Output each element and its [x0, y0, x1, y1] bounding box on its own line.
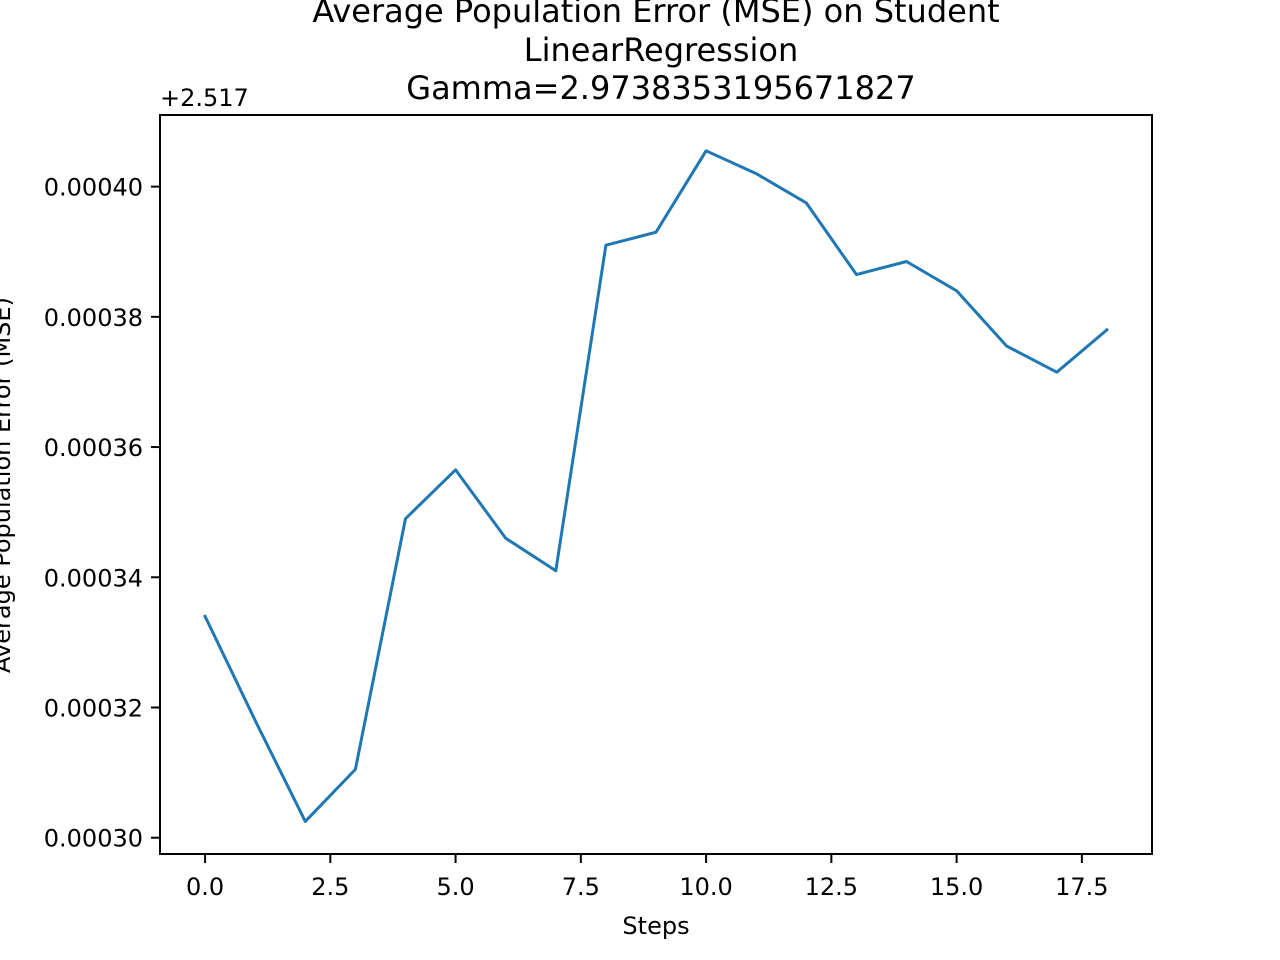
chart-title-line-3: Gamma=2.9738353195671827: [406, 69, 915, 107]
plot-frame: [159, 114, 1153, 855]
y-tick-label: 0.00036: [44, 434, 143, 462]
x-tick-label: 7.5: [562, 873, 600, 901]
y-tick-label: 0.00032: [44, 695, 143, 723]
y-axis-label: Average Population Error (MSE): [0, 297, 16, 673]
chart-title-line-2: LinearRegression: [524, 31, 798, 69]
x-tick-label: 15.0: [930, 873, 983, 901]
x-axis: 0.0 2.5 5.0 7.5 10.0 12.5 15.0 17.5: [186, 854, 1109, 901]
y-tick-label: 0.00038: [44, 304, 143, 332]
x-tick-label: 12.5: [805, 873, 858, 901]
chart-title: Average Population Error (MSE) on Studen…: [312, 0, 999, 107]
x-tick-label: 17.5: [1055, 873, 1108, 901]
y-tick-label: 0.00034: [44, 564, 143, 592]
x-tick-label: 0.0: [186, 873, 224, 901]
y-tick-label: 0.00040: [44, 174, 143, 202]
x-axis-label: Steps: [622, 912, 689, 940]
y-axis-offset-label: +2.517: [160, 84, 249, 112]
y-axis: 0.00030 0.00032 0.00034 0.00036 0.00038 0.000…: [44, 174, 160, 853]
x-tick-label: 10.0: [679, 873, 732, 901]
series-line: [203, 149, 1110, 823]
x-tick-label: 5.0: [437, 873, 475, 901]
x-tick-label: 2.5: [311, 873, 349, 901]
y-tick-label: 0.00030: [44, 825, 143, 853]
plot-area: [203, 149, 1110, 823]
chart-title-line-1: Average Population Error (MSE) on Studen…: [312, 0, 999, 30]
